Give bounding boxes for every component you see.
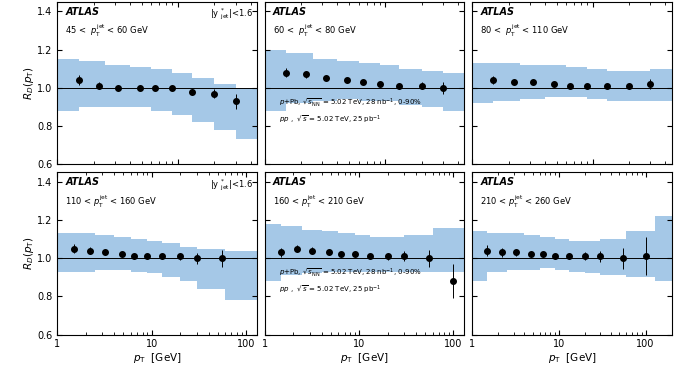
Text: $pp$ ,  $\sqrt{s}$ = 5.02 TeV, 25 pb$^{-1}$: $pp$ , $\sqrt{s}$ = 5.02 TeV, 25 pb$^{-1… <box>279 114 381 126</box>
Text: $p$+Pb, $\sqrt{s_{\mathrm{NN}}}$ = 5.02 TeV, 28 nb$^{-1}$, 0-90%: $p$+Pb, $\sqrt{s_{\mathrm{NN}}}$ = 5.02 … <box>279 96 422 108</box>
Text: $p$+Pb, $\sqrt{s_{\mathrm{NN}}}$ = 5.02 TeV, 28 nb$^{-1}$, 0-90%: $p$+Pb, $\sqrt{s_{\mathrm{NN}}}$ = 5.02 … <box>279 266 422 279</box>
Text: ATLAS: ATLAS <box>65 7 99 17</box>
Text: 45 <  $p_{\mathrm{T}}^{\mathrm{jet}}$ < 60 GeV: 45 < $p_{\mathrm{T}}^{\mathrm{jet}}$ < 6… <box>65 23 149 39</box>
Text: |y $^{*}_{\mathrm{jet}}$|<1.6: |y $^{*}_{\mathrm{jet}}$|<1.6 <box>210 177 253 193</box>
X-axis label: $p_{\mathrm{T}}$  [GeV]: $p_{\mathrm{T}}$ [GeV] <box>133 351 182 365</box>
Text: ATLAS: ATLAS <box>480 7 514 17</box>
Text: 210 < $p_{\mathrm{T}}^{\mathrm{jet}}$ < 260 GeV: 210 < $p_{\mathrm{T}}^{\mathrm{jet}}$ < … <box>480 194 572 210</box>
Text: ATLAS: ATLAS <box>273 7 306 17</box>
Text: ATLAS: ATLAS <box>480 177 514 187</box>
Y-axis label: $R_{D}(p_{\mathrm{T}})$: $R_{D}(p_{\mathrm{T}})$ <box>22 66 36 100</box>
Text: ATLAS: ATLAS <box>273 177 306 187</box>
X-axis label: $p_{\mathrm{T}}$  [GeV]: $p_{\mathrm{T}}$ [GeV] <box>547 351 596 365</box>
Text: 80 <  $p_{\mathrm{T}}^{\mathrm{jet}}$ < 110 GeV: 80 < $p_{\mathrm{T}}^{\mathrm{jet}}$ < 1… <box>480 23 570 39</box>
Text: $pp$ ,  $\sqrt{s}$ = 5.02 TeV, 25 pb$^{-1}$: $pp$ , $\sqrt{s}$ = 5.02 TeV, 25 pb$^{-1… <box>279 284 381 296</box>
Text: |y $^{*}_{\mathrm{jet}}$|<1.6: |y $^{*}_{\mathrm{jet}}$|<1.6 <box>210 7 253 22</box>
Text: 110 < $p_{\mathrm{T}}^{\mathrm{jet}}$ < 160 GeV: 110 < $p_{\mathrm{T}}^{\mathrm{jet}}$ < … <box>65 194 157 210</box>
Text: 60 <  $p_{\mathrm{T}}^{\mathrm{jet}}$ < 80 GeV: 60 < $p_{\mathrm{T}}^{\mathrm{jet}}$ < 8… <box>273 23 357 39</box>
Text: 160 < $p_{\mathrm{T}}^{\mathrm{jet}}$ < 210 GeV: 160 < $p_{\mathrm{T}}^{\mathrm{jet}}$ < … <box>273 194 365 210</box>
Text: ATLAS: ATLAS <box>65 177 99 187</box>
X-axis label: $p_{\mathrm{T}}$  [GeV]: $p_{\mathrm{T}}$ [GeV] <box>340 351 389 365</box>
Y-axis label: $R_{D}(p_{\mathrm{T}})$: $R_{D}(p_{\mathrm{T}})$ <box>22 237 36 270</box>
